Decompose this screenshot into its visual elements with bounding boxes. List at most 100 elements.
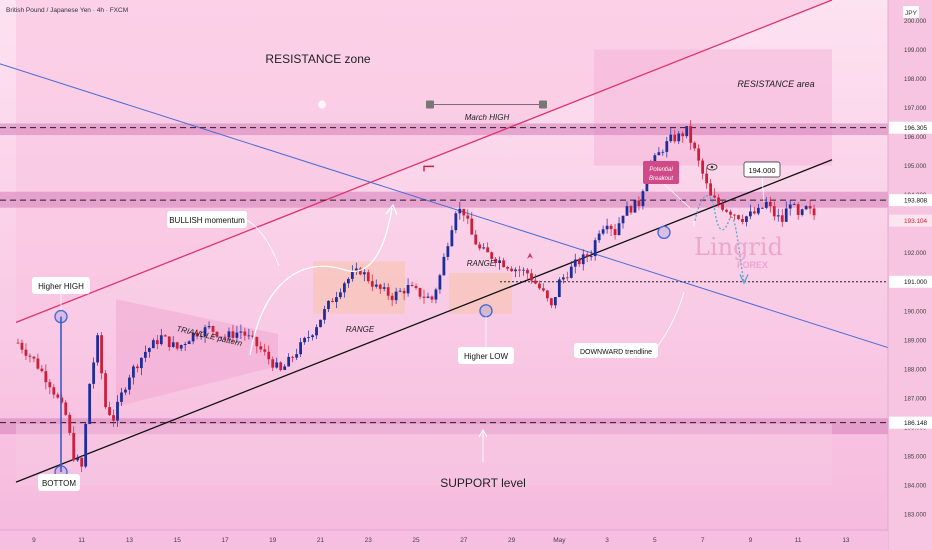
candle-body: [112, 415, 115, 421]
candle-body: [259, 346, 263, 350]
candle-body: [339, 292, 342, 298]
projection-arrowhead: [739, 274, 749, 285]
march-high-flag-right: [539, 100, 547, 109]
candle-body: [438, 275, 442, 290]
candle-body: [681, 133, 685, 137]
candle-body: [478, 244, 482, 249]
candle-body: [725, 209, 728, 212]
candle-body: [374, 284, 378, 287]
candle-body: [665, 141, 669, 152]
candle-body: [191, 332, 195, 342]
candle-body: [307, 337, 310, 338]
candle-body: [494, 258, 498, 264]
overlays-layer: [54, 100, 765, 479]
candle-body: [303, 337, 306, 343]
candle-body: [796, 204, 800, 215]
candle-body: [601, 229, 605, 234]
candle-body: [673, 134, 677, 142]
candle-body: [617, 223, 621, 236]
candle-body: [418, 287, 422, 297]
candle-body: [569, 266, 573, 278]
candle-body: [251, 335, 255, 338]
candle-body: [561, 277, 565, 280]
price-tick-label: 190.000: [904, 308, 927, 315]
candle-body: [808, 206, 812, 209]
candle-body: [629, 206, 633, 213]
candle-body: [108, 407, 111, 416]
range-label-1: RANGE: [346, 325, 375, 334]
candle-body: [764, 201, 768, 208]
price-tick-label: 200.000: [904, 18, 927, 25]
level-price-tag: 191.000: [904, 279, 928, 286]
candle-body: [267, 351, 271, 360]
candle-body: [128, 377, 131, 390]
candle-body: [402, 290, 406, 294]
pullback-marker: [657, 225, 671, 240]
higher-high-callout: Higher HIGH: [32, 277, 90, 294]
level-price-tag: 186.148: [904, 420, 928, 427]
candle-body: [40, 368, 44, 372]
candle-body: [331, 300, 334, 302]
candle-body: [187, 341, 191, 345]
time-tick-label: 19: [269, 537, 277, 544]
candle-body: [749, 211, 752, 217]
candle-body: [454, 213, 458, 231]
price-tick-label: 195.000: [904, 163, 927, 170]
candle-body: [633, 200, 637, 213]
price-tick-label: 185.000: [904, 454, 927, 461]
candle-body: [291, 356, 295, 358]
candle-body: [335, 297, 338, 302]
candle-body: [183, 344, 187, 346]
candle-body: [745, 216, 748, 222]
candle-body: [243, 331, 247, 336]
candle-body: [788, 204, 792, 209]
candle-body: [155, 340, 159, 345]
candle-body: [211, 326, 215, 332]
target-price-callout: 194.000: [743, 161, 781, 178]
candle-body: [526, 269, 529, 274]
candle-body: [434, 289, 438, 300]
time-tick-label: 21: [317, 537, 325, 544]
time-axis[interactable]: 9 11 13 15 17 19 21 23 25 27 29 May 3 5 7 9 11 13: [0, 529, 888, 550]
candle-body: [44, 371, 48, 383]
candle-body: [546, 290, 549, 299]
time-tick-label: 13: [126, 537, 134, 544]
candle-body: [255, 337, 259, 347]
candle-body: [263, 349, 267, 352]
candle-body: [780, 215, 784, 222]
candle-body: [247, 335, 251, 337]
time-tick-label: 15: [174, 537, 182, 544]
candle-body: [20, 342, 24, 350]
candle-body: [299, 342, 302, 355]
price-axis[interactable]: JPY 183.000184.000185.000186.000187.0001…: [887, 0, 932, 550]
candle-body: [171, 342, 175, 347]
candle-body: [422, 296, 426, 298]
candle-body: [315, 327, 318, 336]
candle-body: [741, 218, 744, 222]
price-tick-label: 199.000: [904, 47, 927, 54]
candle-body: [637, 200, 641, 207]
candle-body: [410, 284, 414, 287]
candle-body: [609, 225, 613, 230]
candle-body: [557, 279, 561, 298]
support-level-label: SUPPORT level: [440, 476, 526, 490]
candle-body: [219, 336, 223, 338]
candle-body: [311, 335, 314, 338]
candle-body: [342, 283, 346, 293]
header-symbol-title: British Pound / Japanese Yen · 4h · FXCM: [6, 7, 128, 14]
candle-body: [151, 340, 155, 349]
higher-high-text: Higher HIGH: [38, 282, 84, 291]
candle-body: [195, 332, 199, 337]
candle-body: [466, 215, 470, 219]
watermark-sub: FOREX: [737, 260, 768, 270]
candle-body: [378, 284, 382, 289]
candle-body: [370, 281, 374, 287]
resistance-area-label: RESISTANCE area: [737, 79, 814, 89]
support-trendline: [15, 159, 833, 483]
candle-body: [163, 335, 167, 337]
candle-body: [398, 290, 402, 292]
currency-label: JPY: [905, 10, 918, 17]
trendlines-layer: [0, 0, 901, 483]
eye-icon-pupil: [710, 165, 714, 169]
